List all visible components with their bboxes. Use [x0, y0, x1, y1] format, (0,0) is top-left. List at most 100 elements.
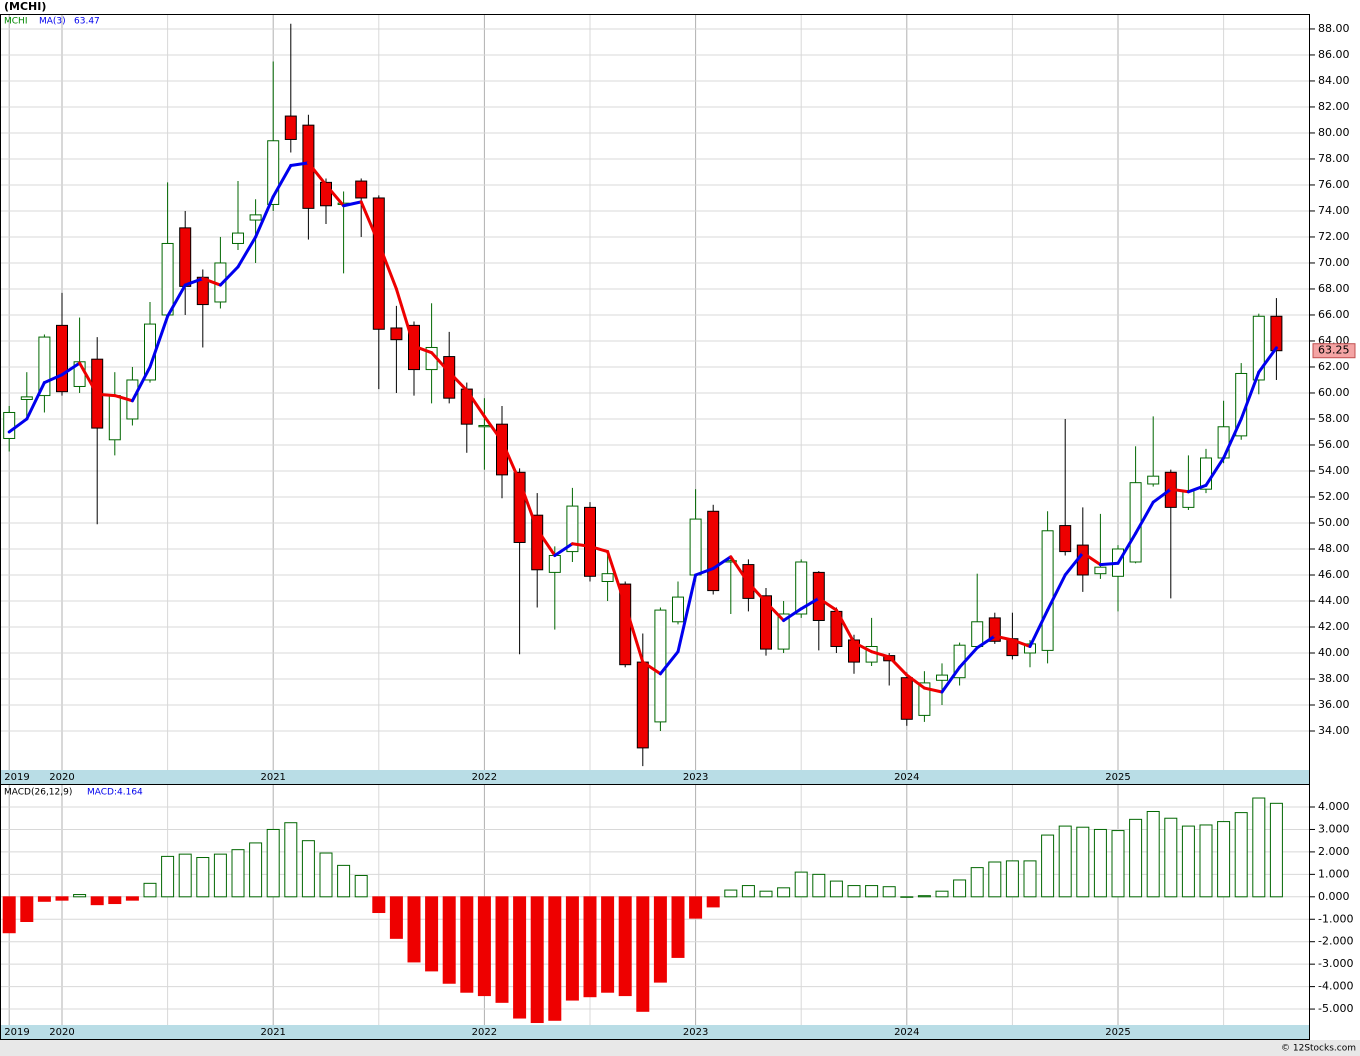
- candle-body: [302, 124, 315, 209]
- y-tick-label: 78.00: [1318, 152, 1350, 165]
- macd-bar: [812, 873, 826, 898]
- date-strip: [0, 770, 1310, 784]
- y-tick-label: 74.00: [1318, 204, 1350, 217]
- macd-bar: [618, 896, 632, 997]
- macd-bar: [20, 896, 34, 923]
- candle-body: [672, 596, 684, 623]
- macd-bar: [108, 896, 122, 905]
- y-tick-label: -1.000: [1318, 912, 1353, 925]
- x-tick-label: 2020: [49, 772, 74, 783]
- y-tick-label: 0.000: [1318, 890, 1350, 903]
- ma-segment: [95, 392, 117, 398]
- candle-body: [601, 573, 614, 582]
- candle-body: [232, 232, 244, 244]
- y-tick-label: -3.000: [1318, 957, 1353, 970]
- candle-body: [3, 411, 16, 439]
- macd-bar: [231, 849, 245, 898]
- candle-body: [320, 181, 332, 207]
- candle-body: [636, 661, 649, 749]
- y-tick-label: 62.00: [1318, 360, 1350, 373]
- ma-segment: [641, 660, 662, 676]
- y-tick-label: 3.000: [1318, 822, 1350, 835]
- ma-segment: [359, 200, 381, 245]
- candle-body: [1270, 315, 1283, 352]
- candle-body: [1041, 530, 1054, 651]
- candle-body: [355, 180, 368, 199]
- candle-body: [56, 324, 68, 393]
- legend-symbol: MCHI: [4, 17, 27, 27]
- ma-segment: [1134, 500, 1155, 535]
- macd-bar: [653, 896, 667, 983]
- candle-body: [936, 674, 948, 681]
- y-tick-label: 40.00: [1318, 646, 1350, 659]
- macd-bar: [1076, 826, 1090, 898]
- macd-bar: [1269, 802, 1283, 898]
- y-tick-label: 70.00: [1318, 256, 1350, 269]
- ma-segment: [1186, 483, 1208, 494]
- y-tick-label: 66.00: [1318, 308, 1350, 321]
- macd-bar: [1234, 812, 1248, 898]
- candle-body: [496, 423, 508, 476]
- ma-segment: [782, 607, 803, 622]
- ma-segment: [1028, 608, 1050, 648]
- ma-segment: [799, 596, 821, 611]
- footer-bar: [0, 1040, 1360, 1056]
- y-tick-label: 34.00: [1318, 724, 1350, 737]
- candle-body: [531, 514, 544, 571]
- candle-body: [777, 613, 790, 650]
- last-price: 63.25: [1318, 344, 1350, 357]
- candle-body: [478, 424, 491, 428]
- legend-ma: MA(3): [39, 17, 66, 27]
- ma-segment: [1239, 370, 1261, 421]
- y-tick-label: -4.000: [1318, 980, 1353, 993]
- y-tick-label: 68.00: [1318, 282, 1350, 295]
- ma-segment: [535, 527, 557, 557]
- y-tick-label: 2.000: [1318, 845, 1350, 858]
- macd-bar: [741, 885, 755, 898]
- ma-segment: [1204, 456, 1226, 487]
- ma-segment: [870, 650, 891, 659]
- candle-body: [1059, 525, 1072, 553]
- macd-bar: [530, 896, 544, 1024]
- ma-segment: [7, 417, 29, 434]
- macd-bar: [2, 896, 16, 934]
- ma-segment: [1257, 346, 1278, 374]
- macd-bar: [125, 896, 139, 901]
- macd-bar: [337, 864, 351, 898]
- macd-bar: [689, 896, 703, 919]
- candle-body: [284, 115, 297, 140]
- macd-bar: [1199, 824, 1213, 898]
- candle-body: [161, 242, 174, 316]
- ma-segment: [694, 566, 715, 577]
- ma-segment: [482, 414, 504, 443]
- plot-layer: 2019 2020 2021 2022 2023 2024 2025 34.00 36.00 38…: [0, 14, 1356, 1038]
- y-tick-label: 44.00: [1318, 594, 1350, 607]
- ma-segment: [148, 314, 170, 369]
- legend-macd-value: MACD:4.164: [87, 788, 143, 798]
- ma-segment: [60, 361, 82, 377]
- y-tick-label: 72.00: [1318, 230, 1350, 243]
- candle-body: [918, 682, 931, 716]
- ma-segment: [166, 283, 187, 318]
- ma-segment: [922, 686, 944, 694]
- ma-segment: [218, 265, 240, 287]
- x-tick-label: 2023: [683, 772, 708, 783]
- macd-bar: [319, 852, 333, 898]
- macd-bar: [1164, 817, 1178, 898]
- candle-body: [812, 571, 825, 621]
- y-tick-label: 36.00: [1318, 698, 1350, 711]
- macd-bar: [865, 885, 879, 898]
- ma-segment: [412, 344, 434, 355]
- macd-bar: [143, 882, 157, 898]
- y-tick-label: 48.00: [1318, 542, 1350, 555]
- ma-segment: [588, 544, 610, 554]
- macd-bar: [724, 889, 738, 898]
- macd-bar: [759, 890, 773, 898]
- ma-segment: [254, 195, 275, 239]
- candle-body: [1200, 457, 1212, 490]
- ma-segment: [940, 665, 962, 694]
- macd-bar: [636, 896, 650, 1012]
- ma-segment: [306, 161, 328, 187]
- chart-title: (MCHI): [4, 0, 46, 13]
